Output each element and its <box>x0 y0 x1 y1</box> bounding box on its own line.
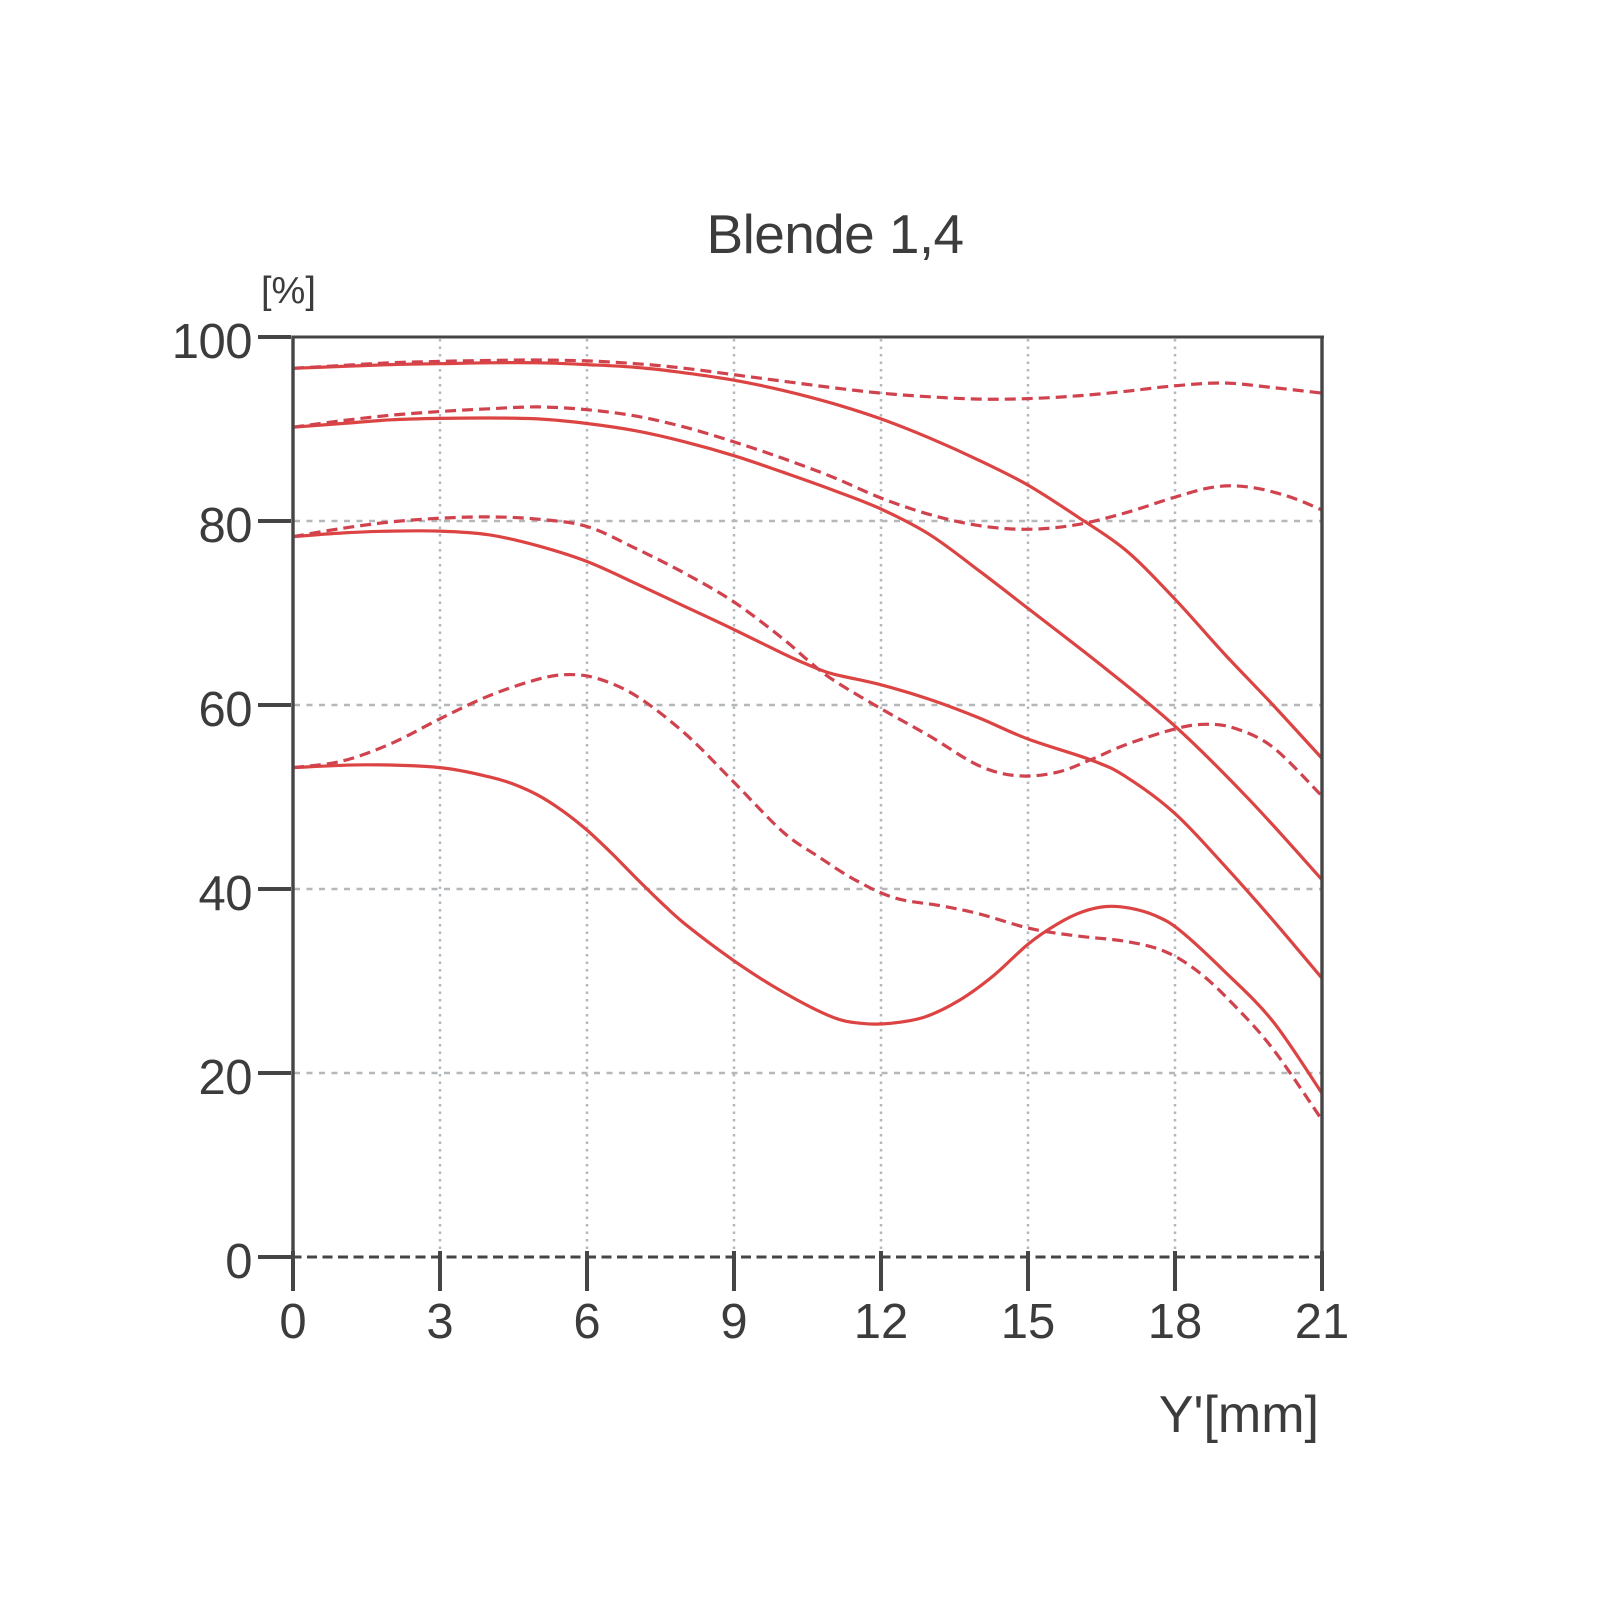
svg-text:100: 100 <box>172 315 252 369</box>
svg-text:80: 80 <box>198 499 252 553</box>
svg-text:12: 12 <box>854 1295 909 1349</box>
svg-text:6: 6 <box>573 1295 600 1349</box>
svg-text:21: 21 <box>1295 1295 1350 1349</box>
svg-text:0: 0 <box>279 1295 306 1349</box>
svg-text:Blende 1,4: Blende 1,4 <box>707 203 964 265</box>
svg-text:Y'[mm]: Y'[mm] <box>1159 1386 1319 1444</box>
svg-text:[%]: [%] <box>261 270 316 312</box>
svg-text:40: 40 <box>198 867 252 921</box>
svg-text:20: 20 <box>198 1051 252 1105</box>
svg-text:18: 18 <box>1148 1295 1203 1349</box>
svg-text:9: 9 <box>720 1295 747 1349</box>
svg-text:3: 3 <box>426 1295 453 1349</box>
svg-text:15: 15 <box>1001 1295 1056 1349</box>
svg-text:60: 60 <box>198 683 252 737</box>
svg-text:0: 0 <box>225 1235 252 1289</box>
